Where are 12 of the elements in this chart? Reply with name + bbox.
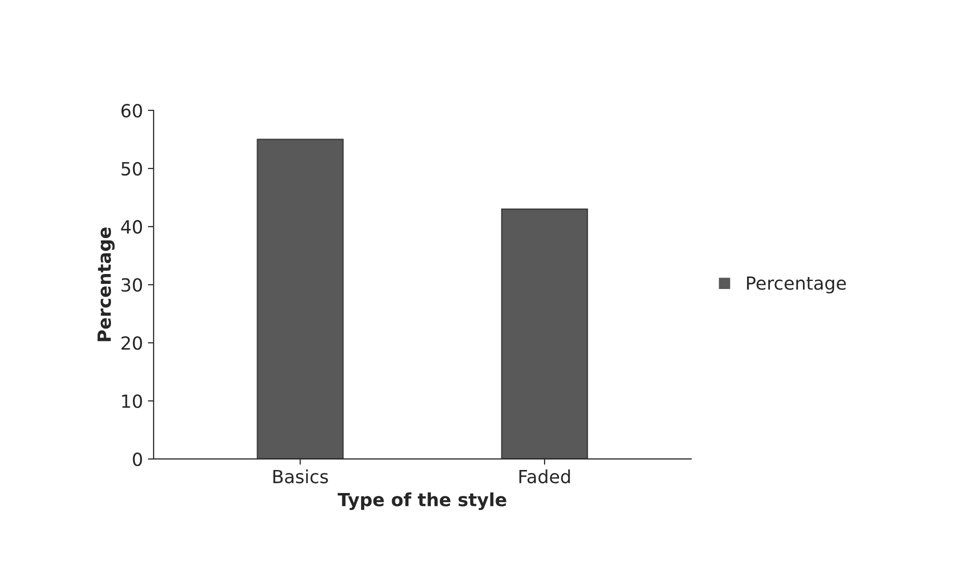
y-tick-label: 20 — [122, 336, 142, 350]
y-tick-label: 30 — [122, 278, 142, 292]
y-tick-label: 50 — [122, 162, 142, 176]
y-tick-label: 0 — [132, 452, 142, 466]
legend-label: Percentage — [747, 276, 846, 294]
y-tick-label: 60 — [121, 104, 142, 118]
x-tick-label: Faded — [519, 469, 570, 484]
y-tick-label: 40 — [121, 220, 142, 234]
x-tick-label: Basics — [273, 469, 328, 484]
y-tick-label: 10 — [122, 394, 142, 408]
y-axis-title: Percentage — [98, 227, 115, 342]
x-axis-title: Type of the style — [338, 492, 506, 510]
